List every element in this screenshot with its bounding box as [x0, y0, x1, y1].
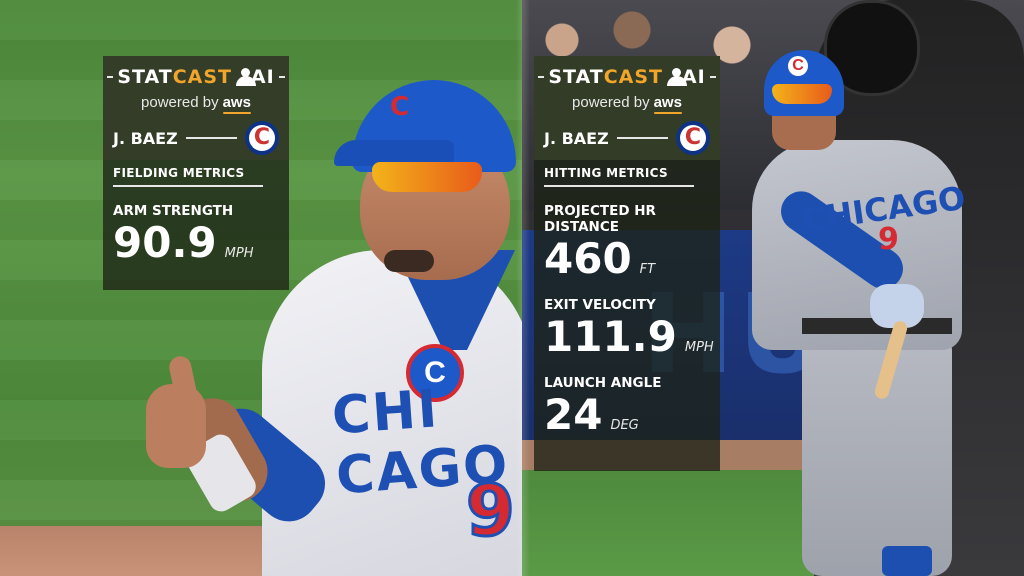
logo-cast: CAST: [603, 66, 663, 88]
cap-logo: C: [390, 92, 410, 122]
cubs-logo-letter: C: [684, 125, 702, 150]
statcast-ai-logo: STAT CAST AI: [103, 62, 289, 92]
batter-icon: [665, 68, 687, 86]
sleeve-logo: C: [406, 344, 464, 402]
powered-by-text: powered by: [572, 94, 650, 111]
panel-header: STAT CAST AI powered by aws J. BAEZ C: [103, 56, 289, 160]
player-name: J. BAEZ: [113, 128, 178, 148]
logo-cast: CAST: [172, 66, 232, 88]
batter-sunglasses: [772, 84, 832, 104]
metric-value-row: 24 DEG: [544, 393, 710, 437]
fielder-sunglasses: [372, 162, 482, 192]
powered-by: powered by aws: [103, 92, 289, 116]
powered-by-text: powered by: [141, 94, 219, 111]
player-row: J. BAEZ C: [103, 116, 289, 160]
metric-value: 90.9: [113, 218, 217, 267]
metric-label: EXIT VELOCITY: [544, 297, 656, 313]
powered-by: powered by aws: [534, 92, 720, 116]
logo-ai: AI: [681, 66, 706, 88]
fielder-cap-bill: [334, 140, 454, 166]
metric-value: 460: [544, 234, 632, 283]
aws-logo: aws: [222, 94, 251, 111]
metric-value-row: 460 FT: [544, 237, 710, 281]
logo-rule: [709, 76, 716, 78]
batter-pants: [802, 330, 952, 576]
metric-exit-velocity: EXIT VELOCITY 111.9 MPH: [544, 297, 714, 361]
metric-value: 24: [544, 390, 603, 439]
metric-launch-angle: LAUNCH ANGLE 24 DEG: [544, 375, 710, 437]
metric-unit: MPH: [684, 340, 714, 355]
section-title: HITTING METRICS: [544, 166, 694, 187]
helmet-logo: C: [788, 56, 808, 76]
player-rule: [616, 137, 668, 139]
metric-label: LAUNCH ANGLE: [544, 375, 662, 391]
logo-rule: [538, 76, 545, 78]
metric-unit: FT: [639, 262, 656, 277]
logo-ai: AI: [250, 66, 275, 88]
metric-arm-strength: ARM STRENGTH 90.9 MPH: [113, 203, 279, 265]
hitting-metrics-panel: STAT CAST AI powered by aws J. BAEZ C HIT…: [534, 56, 720, 471]
batter-icon: [234, 68, 256, 86]
metric-unit: MPH: [224, 246, 254, 261]
logo-stat: STAT: [117, 66, 173, 88]
split-divider: [516, 0, 530, 576]
metric-label: ARM STRENGTH: [113, 203, 234, 219]
logo-rule: [278, 76, 285, 78]
metric-value-row: 90.9 MPH: [113, 221, 279, 265]
cubs-logo-letter: C: [253, 125, 271, 150]
section-title: FIELDING METRICS: [113, 166, 263, 187]
fielder-jersey-number: 9: [465, 469, 517, 554]
statcast-ai-logo: STAT CAST AI: [534, 62, 720, 92]
cubs-logo-icon: C: [676, 121, 710, 155]
metric-label: PROJECTED HR DISTANCE: [544, 203, 656, 235]
aws-logo: aws: [653, 94, 682, 111]
metric-unit: DEG: [610, 418, 639, 433]
logo-rule: [107, 76, 114, 78]
player-row: J. BAEZ C: [534, 116, 720, 160]
metric-value-row: 111.9 MPH: [544, 312, 714, 361]
batter-sock: [882, 546, 932, 576]
player-rule: [185, 137, 237, 139]
metric-value: 111.9: [544, 312, 677, 361]
batter-jersey-number: 9: [878, 222, 899, 257]
panel-header: STAT CAST AI powered by aws J. BAEZ C: [534, 56, 720, 160]
fielding-metrics-panel: STAT CAST AI powered by aws J. BAEZ C FIE…: [103, 56, 289, 290]
metrics-section: FIELDING METRICS ARM STRENGTH 90.9 MPH: [103, 160, 289, 265]
player-name: J. BAEZ: [544, 128, 609, 148]
fielder-beard: [384, 250, 434, 272]
cubs-logo-icon: C: [245, 121, 279, 155]
metric-hr-distance: PROJECTED HR DISTANCE 460 FT: [544, 203, 710, 281]
metrics-section: HITTING METRICS PROJECTED HR DISTANCE 46…: [534, 160, 720, 437]
logo-stat: STAT: [548, 66, 604, 88]
